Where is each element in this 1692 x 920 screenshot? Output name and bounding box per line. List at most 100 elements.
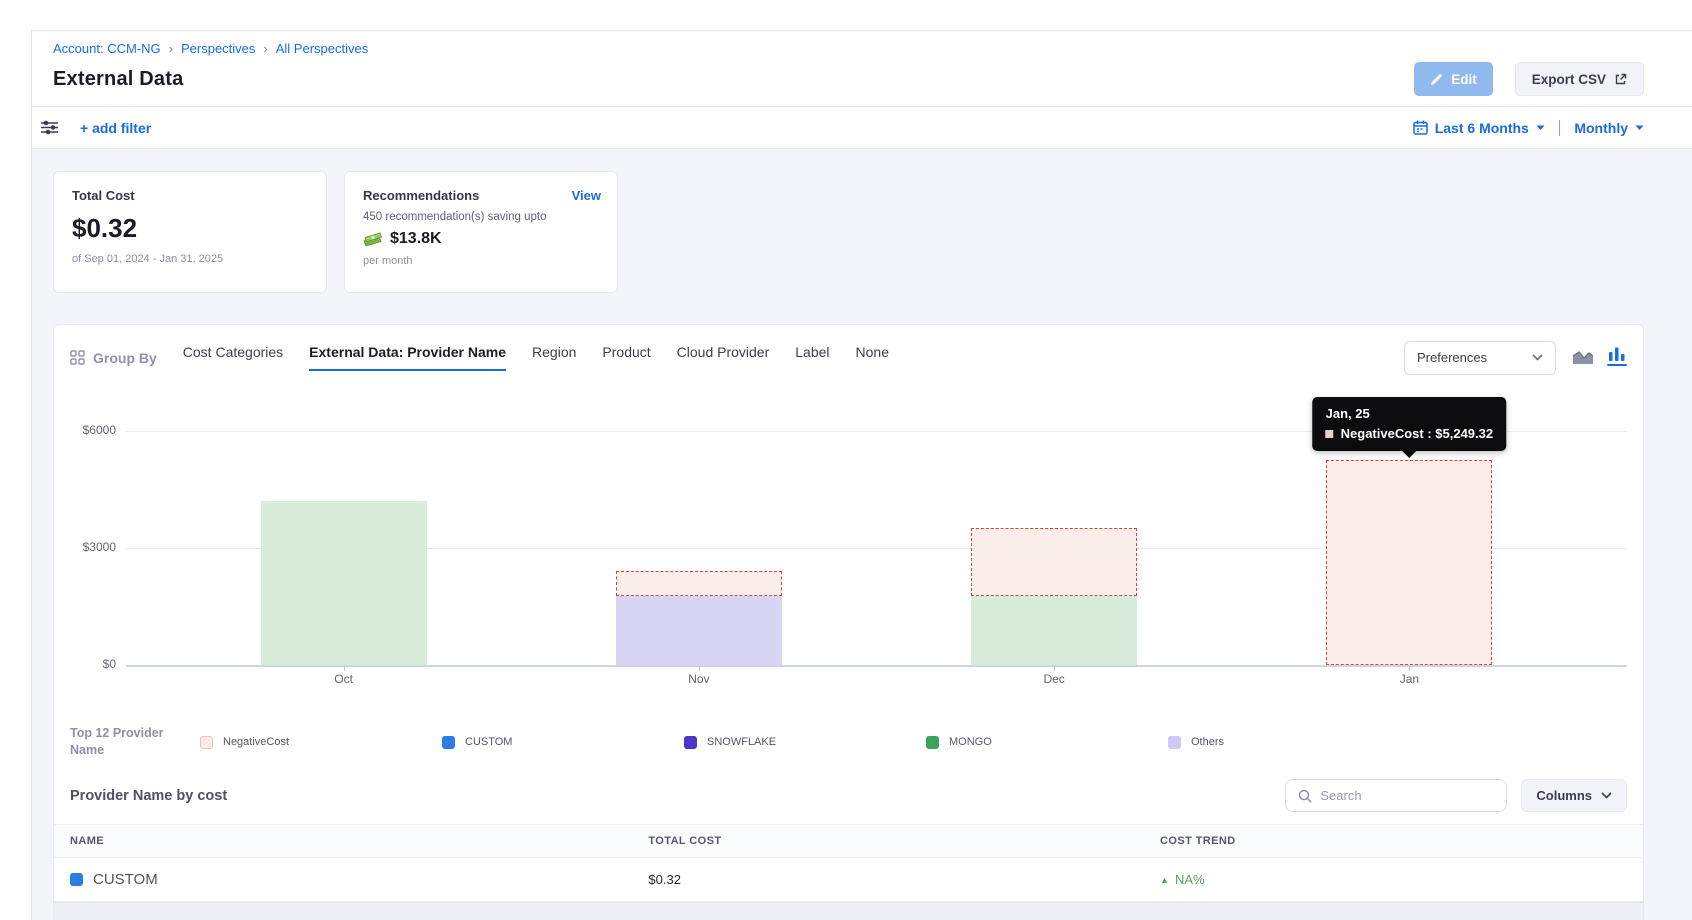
tooltip-value: NegativeCost : $5,249.32 [1340, 426, 1494, 441]
legend-swatch [684, 735, 697, 749]
total-cost-period: of Sep 01, 2024 - Jan 31, 2025 [72, 253, 224, 265]
group-by-tabs: Cost Categories External Data: Provider … [183, 344, 889, 371]
page-content: Total Cost $0.32 of Sep 01, 2024 - Jan 3… [32, 149, 1692, 920]
bar-group-dec[interactable] [877, 431, 1232, 665]
tab-cost-categories[interactable]: Cost Categories [182, 344, 284, 360]
chart-tooltip: Jan, 25 NegativeCost : $5,249.32 [1312, 397, 1507, 451]
bar-segment-negativecost-jan[interactable] [1326, 460, 1493, 665]
breadcrumb-all-perspectives[interactable]: All Perspectives [275, 41, 369, 56]
bar-group-jan[interactable] [1232, 431, 1587, 665]
filter-sliders-icon[interactable] [41, 120, 58, 135]
gridline [126, 548, 1627, 549]
bar-group-nov[interactable] [521, 431, 876, 665]
legend-label: MONGO [949, 736, 992, 748]
breadcrumb-separator-icon: › [263, 41, 268, 56]
left-gutter-divider [31, 30, 32, 920]
total-cost-label: Total Cost [72, 188, 135, 203]
page-title: External Data [53, 67, 184, 90]
provider-cost-table: NAME TOTAL COST COST TREND CUSTOM $ [54, 824, 1643, 902]
pencil-icon [1430, 73, 1443, 86]
provider-total-cost: $0.32 [632, 857, 1145, 902]
legend-item-negativecost[interactable]: NegativeCost [200, 735, 442, 749]
tab-none[interactable]: None [855, 344, 889, 360]
legend-label: Others [1191, 736, 1225, 748]
trend-up-icon: ▲ [1160, 874, 1169, 885]
columns-button[interactable]: Columns [1521, 779, 1627, 812]
legend-item-others[interactable]: Others [1168, 735, 1410, 749]
chart-plot-area [166, 431, 1587, 665]
gridline [126, 431, 1627, 432]
column-header-name[interactable]: NAME [54, 824, 633, 858]
header-top-divider [31, 30, 1692, 31]
legend-label: SNOWFLAKE [707, 736, 777, 748]
group-by-label: Group By [70, 350, 157, 366]
table-title: Provider Name by cost [70, 787, 228, 804]
table-search[interactable] [1285, 779, 1508, 812]
table-toolbar: Provider Name by cost Columns [54, 763, 1643, 824]
bar-chart-toggle[interactable] [1607, 347, 1627, 366]
bar-group-oct[interactable] [166, 431, 521, 665]
tab-label[interactable]: Label [795, 344, 830, 360]
legend-label: CUSTOM [465, 736, 513, 748]
table-row[interactable]: CUSTOM $0.32 ▲ NA% [54, 857, 1643, 902]
filter-bar: + add filter Last 6 Months Monthly [32, 106, 1692, 149]
export-csv-button[interactable]: Export CSV [1514, 62, 1644, 96]
tab-region[interactable]: Region [532, 344, 577, 360]
granularity-value: Monthly [1574, 119, 1628, 136]
x-axis-label: Oct [166, 665, 521, 686]
tab-external-data-provider-name[interactable]: External Data: Provider Name [309, 344, 507, 371]
recommendations-label: Recommendations [363, 188, 480, 203]
savings-amount: $13.8K [390, 230, 442, 247]
tab-cloud-provider[interactable]: Cloud Provider [676, 344, 770, 360]
recommendations-card: Recommendations View 450 recommendation(… [344, 171, 618, 293]
edit-button-label: Edit [1451, 71, 1477, 87]
table-footer-strip [54, 902, 1643, 920]
breadcrumb: Account: CCM-NG › Perspectives › All Per… [53, 41, 1644, 56]
column-header-total-cost[interactable]: TOTAL COST [632, 824, 1145, 858]
legend-title: Top 12 Provider Name [70, 726, 164, 757]
y-axis-tick: $6000 [82, 423, 116, 437]
chevron-down-icon [1532, 354, 1543, 361]
chevron-down-icon [1635, 125, 1644, 131]
cost-chart: $6000 $3000 $0 Oct Nov Dec Jan Jan, 25 Nega… [70, 389, 1627, 711]
add-filter-button[interactable]: + add filter [80, 119, 152, 136]
export-csv-label: Export CSV [1531, 71, 1606, 87]
tab-product[interactable]: Product [602, 344, 651, 360]
total-cost-value: $0.32 [72, 213, 138, 243]
recommendations-summary: 450 recommendation(s) saving upto [363, 211, 547, 223]
search-icon [1298, 789, 1312, 803]
group-by-row: Group By Cost Categories External Data: … [54, 325, 1643, 375]
x-axis-label: Dec [877, 665, 1232, 686]
search-input[interactable] [1320, 788, 1495, 803]
area-chart-toggle[interactable] [1572, 349, 1594, 365]
columns-button-label: Columns [1536, 788, 1592, 803]
x-axis-labels: Oct Nov Dec Jan [166, 665, 1587, 686]
legend-swatch [926, 735, 939, 749]
money-icon [363, 232, 383, 247]
granularity-dropdown[interactable]: Monthly [1574, 120, 1644, 136]
date-range-dropdown[interactable]: Last 6 Months [1412, 120, 1545, 136]
breadcrumb-account[interactable]: Account: CCM-NG [53, 41, 161, 56]
legend-swatch [442, 735, 455, 749]
legend-item-custom[interactable]: CUSTOM [442, 735, 684, 749]
legend-item-snowflake[interactable]: SNOWFLAKE [684, 735, 926, 749]
x-axis-label: Jan [1232, 665, 1587, 686]
bar-segment-mongo-dec[interactable] [971, 595, 1138, 665]
legend-item-mongo[interactable]: MONGO [926, 735, 1168, 749]
external-link-icon [1614, 73, 1627, 86]
column-header-cost-trend[interactable]: COST TREND [1144, 824, 1643, 858]
perspective-panel: Group By Cost Categories External Data: … [53, 324, 1644, 920]
chevron-down-icon [1536, 125, 1545, 131]
calendar-icon [1412, 120, 1428, 135]
edit-button[interactable]: Edit [1414, 62, 1493, 96]
bar-segment-mongo-oct[interactable] [260, 501, 427, 665]
preferences-dropdown[interactable]: Preferences [1404, 340, 1556, 375]
view-recommendations-link[interactable]: View [571, 188, 601, 203]
bar-segment-negativecost-nov[interactable] [615, 571, 782, 596]
breadcrumb-perspectives[interactable]: Perspectives [180, 41, 256, 56]
bar-segment-negativecost-dec[interactable] [971, 528, 1138, 596]
bar-chart-active-indicator [1607, 364, 1627, 366]
bar-segment-snowflake-nov[interactable] [615, 595, 782, 665]
grid-icon [70, 350, 85, 365]
tooltip-series-bullet [1325, 429, 1334, 438]
